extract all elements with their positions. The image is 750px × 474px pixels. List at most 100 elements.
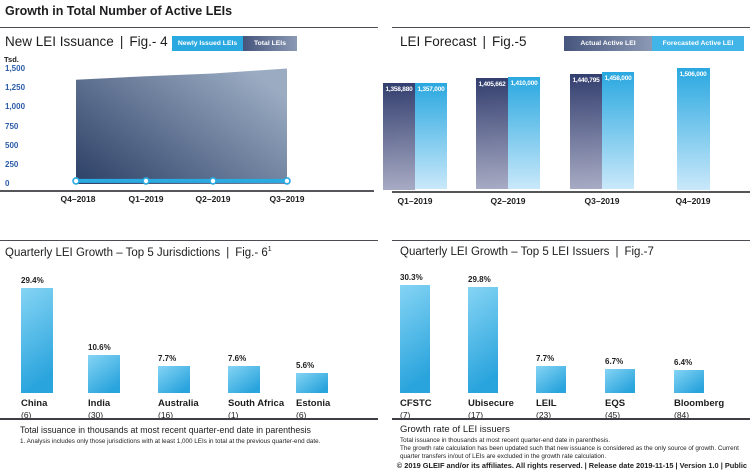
header-separator [477,34,493,49]
forecast-bar-value-label: 1,458,000 [604,75,632,83]
x-axis-tick-label: Q4–2018 [60,194,96,204]
category-label: CFSTC [400,398,432,409]
bar-value-label: 6.4% [674,358,693,368]
forecast-bar: 1,357,000 [415,82,447,190]
bar-value-label: 29.8% [468,274,491,284]
x-axis-tick-label: Q1–2019 [128,194,164,204]
y-axis-tick-label: 1,500 [5,64,26,73]
chart-note: Total issuance in thousands at most rece… [20,425,311,435]
category-sublabel: (23) [536,410,552,420]
chart-title-fig5: LEI Forecast [400,34,477,49]
y-axis-tick-label: 1,000 [5,102,26,112]
x-axis-line [0,190,374,192]
forecast-bar: 1,506,000 [676,67,710,190]
actual-bar-value-label: 1,405,662 [478,80,506,88]
category-sublabel: (45) [605,410,621,420]
growth-bar [228,365,260,393]
section-rule [0,418,378,420]
bar-value-label: 5.6% [296,361,315,370]
note-title: Growth rate of LEI issuers [400,424,510,435]
x-axis-tick-label: Q3–2019 [584,195,620,206]
chart-note-2: The growth rate calculation has been upd… [400,445,739,461]
growth-bar [605,369,635,393]
chart-header-fig4: New LEI Issuance Fig.- 4 [5,34,168,49]
chart-title-fig6: Quarterly LEI Growth – Top 5 Jurisdictio… [5,246,221,259]
growth-bar [296,373,328,393]
x-axis-tick-label: Q2–2019 [490,195,526,206]
growth-bar [536,365,566,393]
growth-bar [468,286,498,393]
footnote-marker: 1 [267,246,272,253]
section-rule [392,418,750,420]
x-axis-tick-label: Q4–2019 [675,195,711,206]
chart-note-1: Total issuance in thousands at most rece… [400,437,611,444]
actual-bar-value-label: 1,440,795 [572,77,600,85]
area-chart-canvas [72,68,291,185]
y-axis-tick-label: 750 [5,121,19,131]
panel-new-lei-issuance: New LEI Issuance Fig.- 4 Newly Issued LEI… [0,27,378,241]
legend-item-total-leis: Total LEIs [243,36,297,51]
fig-label-fig4: Fig.- 4 [129,34,168,49]
forecast-bar: 1,410,000 [508,77,540,190]
line-marker [72,177,80,185]
category-label: Ubisecure [468,398,514,409]
panel-top5-jurisdictions: Quarterly LEI Growth – Top 5 Jurisdictio… [0,240,378,451]
line-marker [142,177,150,185]
line-marker [283,177,291,185]
bar-value-label: 29.4% [21,276,44,286]
x-axis-tick-label: Q2–2019 [195,194,231,204]
y-axis-tick-label: 250 [5,159,19,169]
actual-bar: 1,440,795 [570,74,602,190]
page-title: Growth in Total Number of Active LEIs [5,4,233,18]
y-axis-tick-label: 1,250 [5,83,26,93]
line-markers [72,177,291,185]
actual-bar-value-label: 1,358,880 [385,85,413,93]
category-label: Bloomberg [674,398,725,409]
x-axis-tick-label: Q1–2019 [397,195,433,206]
forecast-bar: 1,458,000 [602,72,634,190]
legend-item-actual-active-lei: Actual Active LEI [564,36,652,51]
header-separator [114,34,130,49]
category-label: Australia [158,398,199,409]
fig-label-fig7: Fig.-7 [624,246,654,258]
forecast-bar-value-label: 1,357,000 [417,85,445,93]
header-separator [609,246,624,258]
category-label: South Africa [228,398,285,409]
forecast-bar-value-label: 1,506,000 [679,70,707,78]
chart-title-fig4: New LEI Issuance [5,34,114,49]
bar-value-label: 7.7% [158,353,177,363]
growth-bar [674,370,704,393]
header-separator [220,247,235,259]
category-sublabel: (30) [88,410,104,420]
chart-header-fig7: Quarterly LEI Growth – Top 5 LEI Issuers… [400,246,654,258]
category-label: China [21,398,48,409]
category-sublabel: (6) [296,410,307,420]
legend-item-forecasted-active-lei: Forecasted Active LEI [652,36,744,51]
y-axis-tick-label: 500 [5,140,19,150]
legend-item-newly-issued-leis: Newly Issued LEIs [172,36,243,51]
y-axis-unit-label: Tsd. [4,55,19,64]
y-axis-tick-label: 0 [5,179,10,188]
bar-value-label: 6.7% [605,357,624,367]
growth-bar [88,355,120,393]
category-label: Estonia [296,398,331,409]
panel-top5-lei-issuers: Quarterly LEI Growth – Top 5 LEI Issuers… [392,240,750,460]
panel-lei-forecast: LEI Forecast Fig.-5 Actual Active LEI For… [383,27,750,241]
category-sublabel: (1) [228,410,239,420]
bar-value-label: 30.3% [400,272,423,282]
category-sublabel: (16) [158,410,174,420]
category-sublabel: (84) [674,410,690,420]
chart-title-fig7: Quarterly LEI Growth – Top 5 LEI Issuers [400,246,610,258]
category-label: India [88,398,111,409]
category-sublabel: (6) [21,410,32,420]
category-label: LEIL [536,398,557,409]
chart-header-fig5: LEI Forecast Fig.-5 [400,34,527,49]
total-leis-area [76,68,287,184]
growth-bar [21,288,53,393]
fig-label-fig6: Fig.- 6 [235,246,268,259]
chart-footnote: 1. Analysis includes only those jurisdic… [20,438,321,445]
fig-label-fig5: Fig.-5 [492,34,527,49]
line-marker [209,177,217,185]
growth-bar [158,365,190,393]
